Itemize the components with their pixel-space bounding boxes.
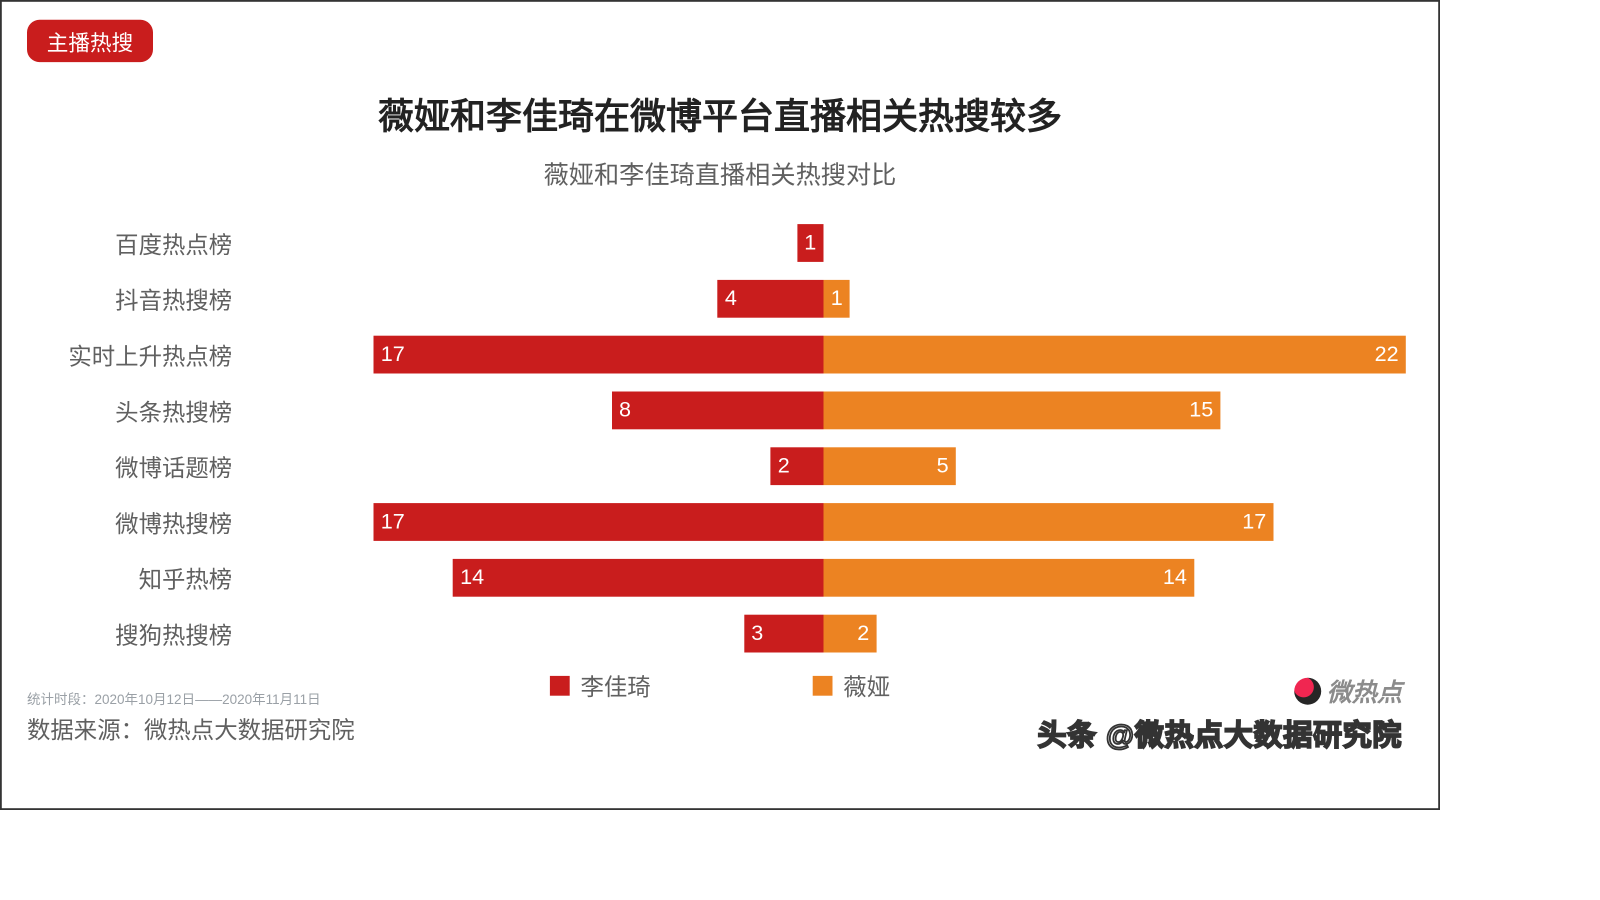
- legend-swatch-icon: [813, 675, 833, 695]
- bar-left: 8: [612, 392, 824, 430]
- legend-item-left: 李佳琦: [550, 669, 651, 702]
- statistic-period: 统计时段：2020年10月12日——2020年11月11日: [27, 689, 355, 708]
- watermark-logo-text: 微热点: [1327, 673, 1403, 709]
- chart-title: 薇娅和李佳琦在微博平台直播相关热搜较多: [27, 87, 1413, 139]
- bar-left: 3: [744, 615, 823, 653]
- legend-label: 李佳琦: [580, 669, 650, 702]
- bar-left: 4: [718, 280, 824, 318]
- category-label: 头条热搜榜: [34, 394, 241, 427]
- bar-right: 5: [824, 447, 956, 485]
- bar-right: 1: [824, 280, 850, 318]
- category-label: 知乎热榜: [34, 561, 241, 594]
- chart-row: 知乎热榜1414: [34, 550, 1406, 606]
- eye-icon: [1294, 678, 1321, 705]
- bar-right: 17: [824, 503, 1274, 541]
- chart-row: 微博热搜榜1717: [34, 494, 1406, 550]
- legend-label: 薇娅: [843, 669, 890, 702]
- bar-group: 1414: [241, 550, 1406, 606]
- bar-right: 15: [824, 392, 1221, 430]
- bar-left: 17: [374, 503, 824, 541]
- category-label: 抖音热搜榜: [34, 282, 241, 315]
- chart-row: 搜狗热搜榜32: [34, 606, 1406, 662]
- bar-left: 1: [797, 224, 823, 262]
- chart-container: 主播热搜 薇娅和李佳琦在微博平台直播相关热搜较多 薇娅和李佳琦直播相关热搜对比 …: [0, 0, 1440, 810]
- bar-group: 25: [241, 438, 1406, 494]
- bar-right: 2: [824, 615, 877, 653]
- bar-left: 17: [374, 336, 824, 374]
- bar-group: 1717: [241, 494, 1406, 550]
- bar-group: 41: [241, 271, 1406, 327]
- section-badge: 主播热搜: [27, 20, 153, 62]
- category-label: 百度热点榜: [34, 226, 241, 259]
- diverging-bar-chart: 百度热点榜1抖音热搜榜41实时上升热点榜1722头条热搜榜815微博话题榜25微…: [27, 215, 1413, 661]
- legend-swatch-icon: [550, 675, 570, 695]
- watermark-text: 头条 @微热点大数据研究院: [1038, 713, 1403, 754]
- category-label: 搜狗热搜榜: [34, 617, 241, 650]
- chart-row: 百度热点榜 1: [34, 215, 1406, 271]
- data-source: 数据来源：微热点大数据研究院: [27, 712, 355, 745]
- legend-item-right: 薇娅: [813, 669, 890, 702]
- bar-group: 32: [241, 606, 1406, 662]
- chart-row: 头条热搜榜815: [34, 383, 1406, 439]
- bar-group: 815: [241, 383, 1406, 439]
- bar-right: 22: [824, 336, 1406, 374]
- chart-row: 微博话题榜25: [34, 438, 1406, 494]
- category-label: 微博话题榜: [34, 450, 241, 483]
- bar-left: 2: [771, 447, 824, 485]
- bar-group: 1: [241, 215, 1406, 271]
- bar-group: 1722: [241, 327, 1406, 383]
- footer: 统计时段：2020年10月12日——2020年11月11日 数据来源：微热点大数…: [27, 689, 355, 745]
- chart-row: 抖音热搜榜41: [34, 271, 1406, 327]
- watermark-logo: 微热点: [1294, 673, 1402, 709]
- chart-subtitle: 薇娅和李佳琦直播相关热搜对比: [27, 156, 1413, 192]
- bar-left: 14: [453, 559, 824, 597]
- chart-row: 实时上升热点榜1722: [34, 327, 1406, 383]
- category-label: 实时上升热点榜: [34, 338, 241, 371]
- bar-right: 14: [824, 559, 1195, 597]
- category-label: 微博热搜榜: [34, 505, 241, 538]
